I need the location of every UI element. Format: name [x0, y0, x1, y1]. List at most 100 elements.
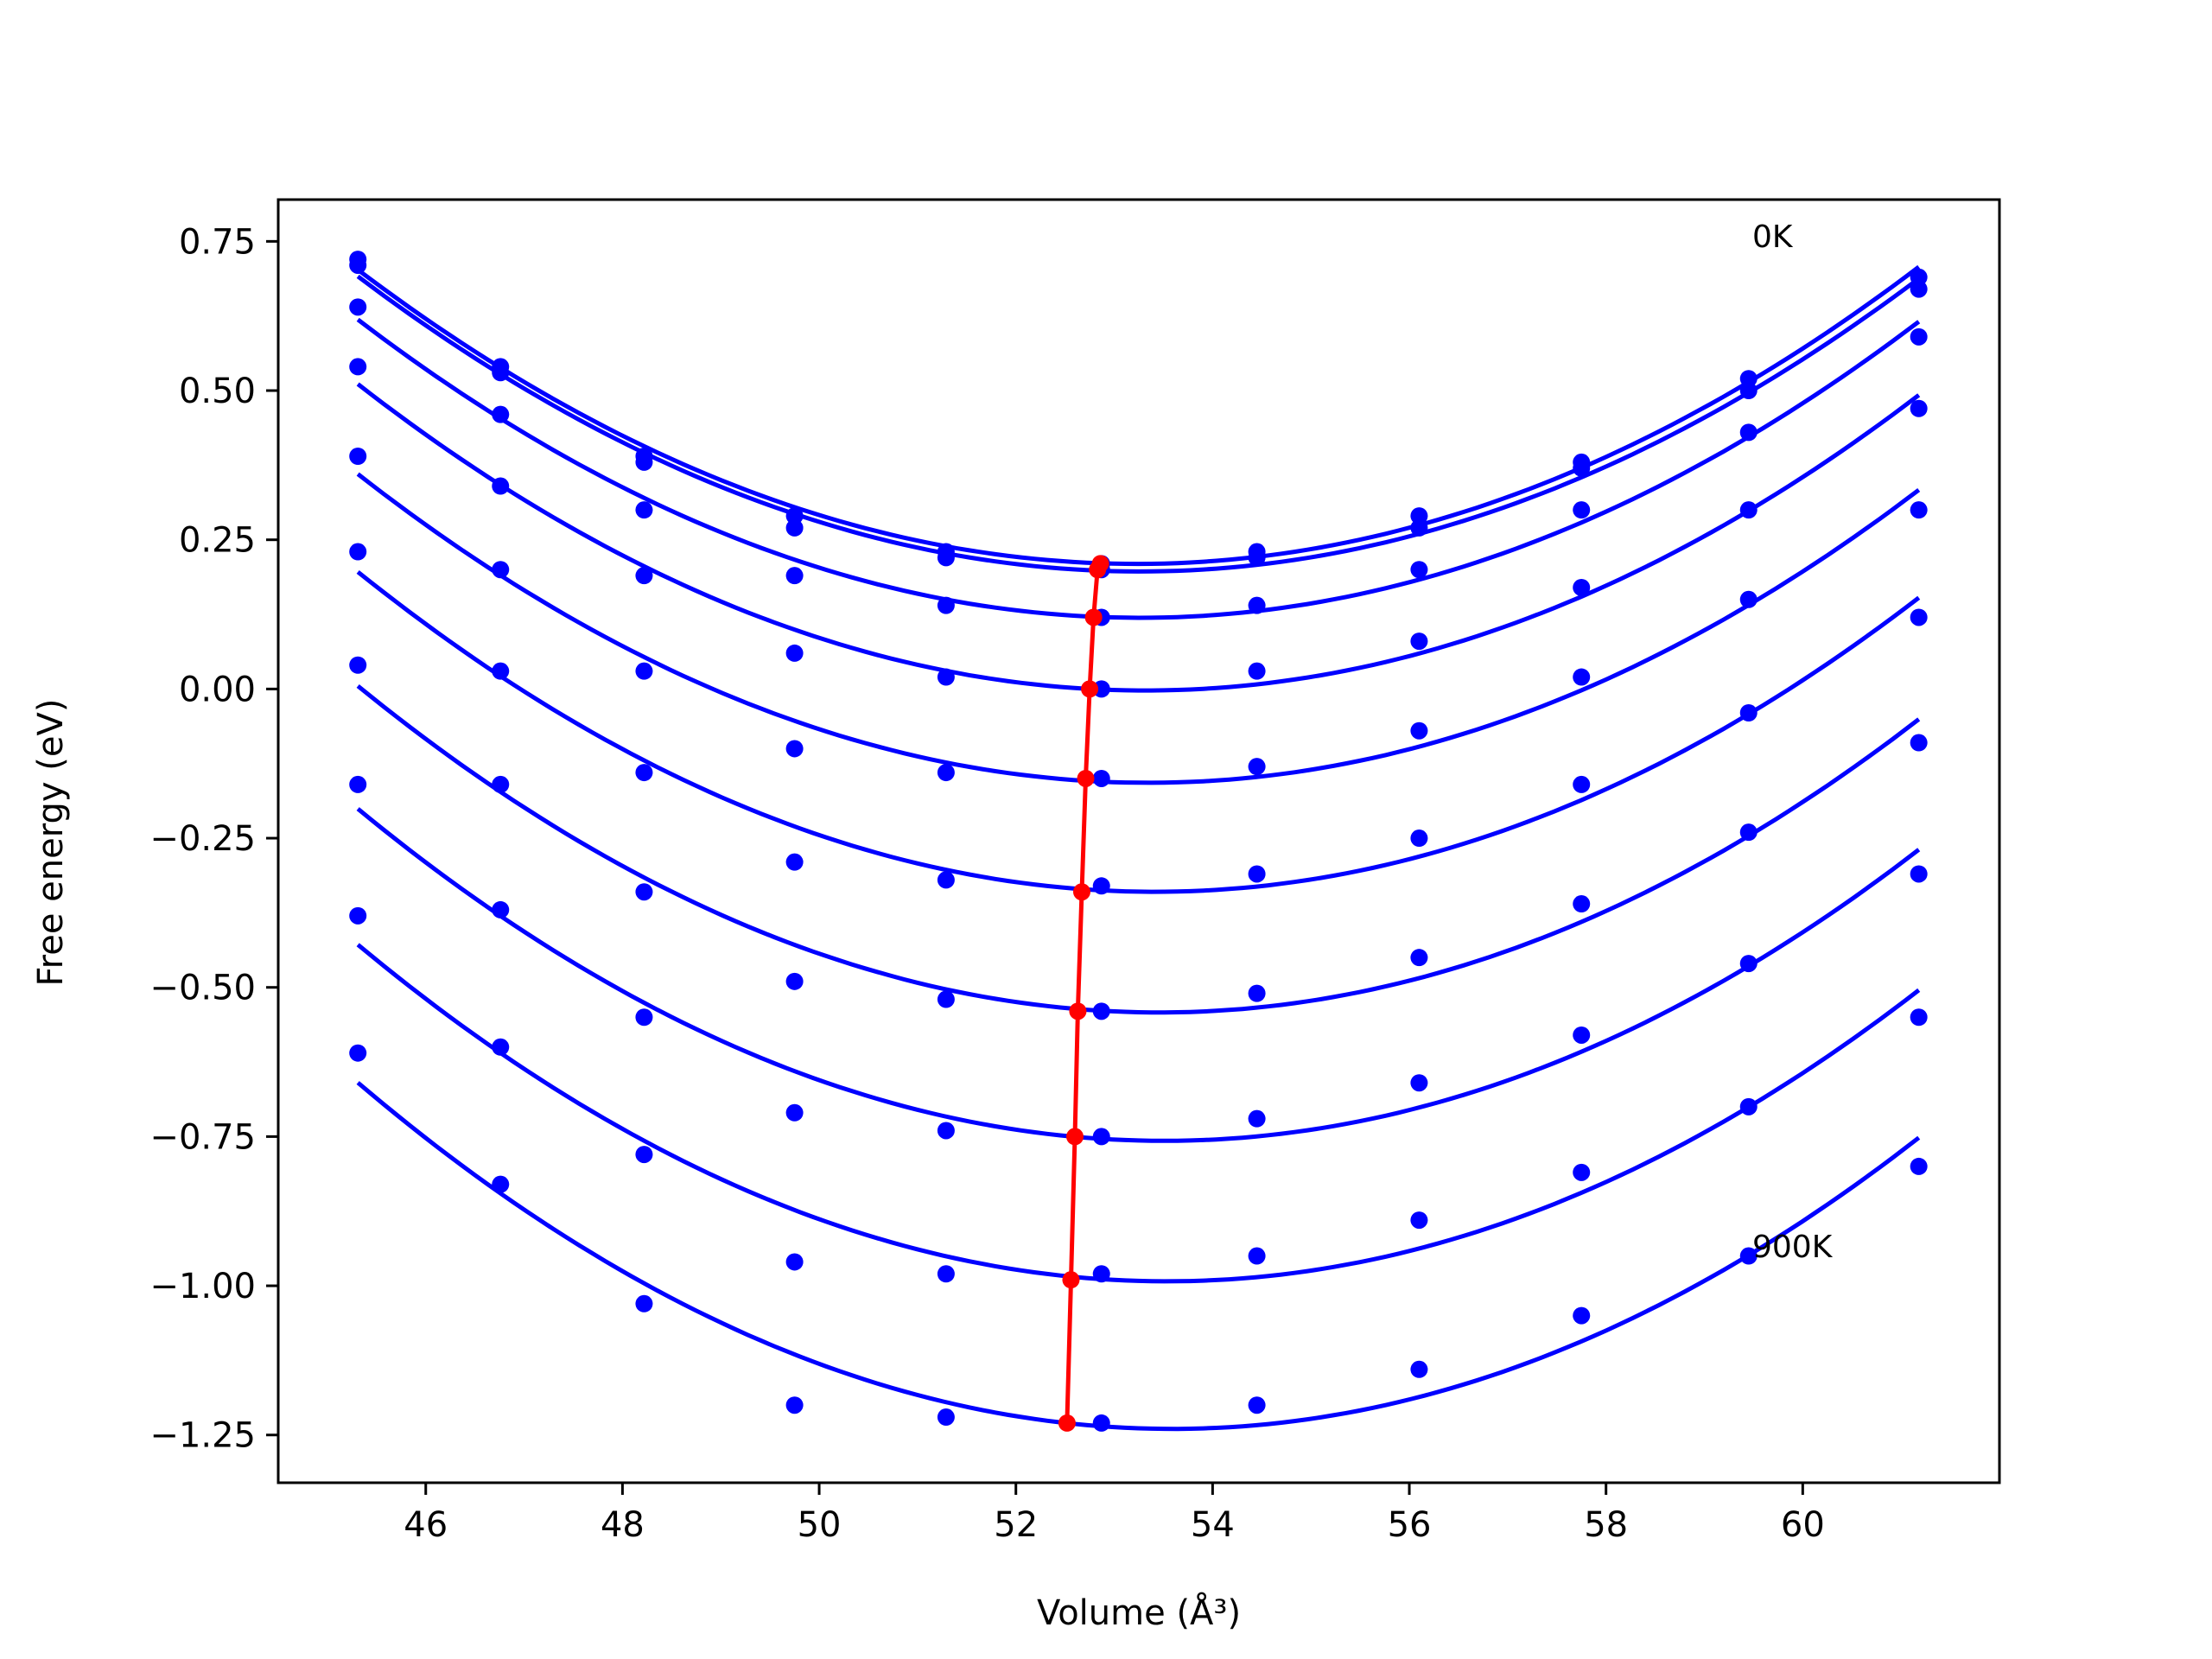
series-3-point-3 [785, 644, 804, 662]
series-9-point-7 [1410, 1360, 1428, 1378]
series-7-point-0 [349, 775, 367, 793]
series-5-point-9 [1739, 704, 1758, 721]
y-axis-label: Free energy (eV) [31, 699, 71, 987]
series-9-point-8 [1573, 1306, 1591, 1325]
minimum-point-1 [1089, 561, 1107, 579]
series-0-point-10 [1910, 268, 1928, 286]
series-9-point-6 [1248, 1396, 1266, 1414]
series-9-point-5 [1092, 1414, 1110, 1432]
series-6-point-7 [1410, 949, 1428, 967]
series-2-point-7 [1410, 561, 1428, 579]
x-tick-label-6: 58 [1584, 1505, 1628, 1545]
series-1-point-7 [1410, 518, 1428, 537]
series-8-point-5 [1092, 1265, 1110, 1283]
series-line-0 [356, 264, 1921, 567]
series-6-point-6 [1248, 984, 1266, 1002]
series-7-point-9 [1739, 955, 1758, 973]
series-3-point-2 [635, 567, 653, 585]
x-tick-label-7: 60 [1781, 1505, 1825, 1545]
x-tick-label-3: 52 [994, 1505, 1038, 1545]
series-1-point-0 [349, 256, 367, 274]
minimum-line [1058, 555, 1109, 1432]
y-tick-label-0: −1.25 [149, 1416, 256, 1456]
series-1-point-10 [1910, 280, 1928, 298]
series-4-point-3 [785, 740, 804, 758]
series-4-point-2 [635, 662, 653, 680]
series-line-1 [356, 274, 1921, 574]
series-7-point-1 [492, 900, 510, 918]
series-8-point-10 [1910, 1008, 1928, 1027]
plot-frame [276, 198, 2001, 1484]
series-4-point-9 [1739, 590, 1758, 608]
series-4-point-5 [1092, 769, 1110, 787]
series-9-point-3 [785, 1396, 804, 1414]
series-0-point-9 [1739, 370, 1758, 388]
series-7-point-3 [785, 1103, 804, 1122]
minimum-point-9 [1058, 1414, 1076, 1432]
x-tick-label-5: 56 [1388, 1505, 1432, 1545]
y-tick-label-4: −0.25 [149, 819, 256, 859]
x-tick-label-1: 48 [601, 1505, 645, 1545]
series-6-point-10 [1910, 734, 1928, 752]
series-8-point-3 [785, 1253, 804, 1271]
y-tick-label-6: 0.25 [179, 521, 256, 561]
x-axis-label: Volume (Å³) [1037, 1592, 1241, 1633]
y-tick-label-2: −0.75 [149, 1117, 256, 1157]
series-3-point-1 [492, 477, 510, 495]
minimum-point-7 [1066, 1128, 1084, 1146]
series-7-point-2 [635, 1008, 653, 1027]
x-tick-label-4: 54 [1191, 1505, 1235, 1545]
series-8-point-1 [492, 1038, 510, 1056]
series-1-point-1 [492, 364, 510, 382]
series-3-point-4 [937, 668, 955, 686]
series-2-point-6 [1248, 596, 1266, 614]
series-6-point-3 [785, 972, 804, 990]
series-1-point-6 [1248, 549, 1266, 567]
series-4-point-8 [1573, 668, 1591, 686]
series-2-point-0 [349, 298, 367, 316]
series-line-3 [356, 382, 1921, 693]
series-7-point-8 [1573, 1026, 1591, 1044]
series-5-point-8 [1573, 775, 1591, 793]
series-4-point-10 [1910, 501, 1928, 519]
series-3-point-0 [349, 358, 367, 376]
minimum-point-4 [1077, 769, 1095, 787]
series-9-point-4 [937, 1408, 955, 1427]
series-line-5 [356, 569, 1921, 894]
series-2-point-2 [635, 501, 653, 519]
series-3-point-7 [1410, 632, 1428, 651]
minimum-point-3 [1081, 680, 1099, 698]
series-2-point-4 [937, 596, 955, 614]
series-6-point-1 [492, 775, 510, 793]
series-6-point-0 [349, 656, 367, 674]
y-tick-label-5: 0.00 [179, 670, 256, 709]
series-9-point-1 [492, 1175, 510, 1193]
series-5-point-4 [937, 871, 955, 889]
series-5-point-3 [785, 853, 804, 871]
series-7-point-7 [1410, 1074, 1428, 1092]
series-8-point-8 [1573, 1163, 1591, 1181]
series-1-point-4 [937, 549, 955, 567]
series-3-point-9 [1739, 501, 1758, 519]
series-6-point-5 [1092, 1002, 1110, 1020]
annotation-900k: 900K [1752, 1230, 1834, 1265]
series-6-point-2 [635, 883, 653, 901]
series-9-point-9 [1739, 1247, 1758, 1265]
series-5-point-5 [1092, 877, 1110, 895]
x-tick-label-2: 50 [798, 1505, 842, 1545]
y-tick-label-7: 0.50 [179, 372, 256, 411]
series-4-point-7 [1410, 721, 1428, 740]
series-8-point-9 [1739, 1097, 1758, 1116]
series-line-7 [356, 807, 1921, 1143]
series-4-point-0 [349, 448, 367, 465]
series-5-point-7 [1410, 830, 1428, 848]
series-6-point-9 [1739, 823, 1758, 842]
x-axis-ticks: 46 48 50 52 54 56 58 60 [404, 1483, 1825, 1545]
x-tick-label-0: 46 [404, 1505, 448, 1545]
series-3-point-10 [1910, 399, 1928, 417]
series-4-point-1 [492, 561, 510, 579]
series-5-point-6 [1248, 865, 1266, 883]
y-tick-label-1: −1.00 [149, 1267, 256, 1306]
series-7-point-4 [937, 1122, 955, 1140]
